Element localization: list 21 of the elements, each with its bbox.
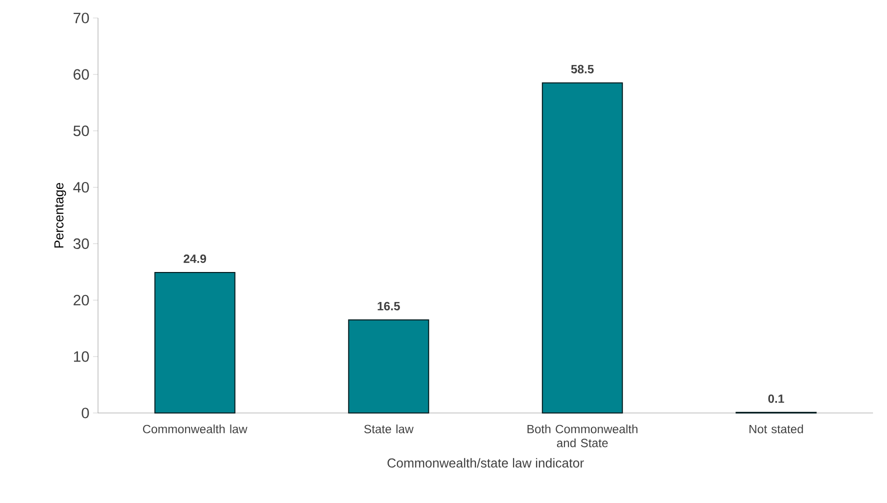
y-axis-title: Percentage [54, 182, 66, 248]
y-tick-label: 70 [74, 12, 89, 24]
y-tick-label: 10 [74, 351, 89, 362]
y-tick-label: 40 [73, 182, 89, 193]
y-tick-label: 0 [82, 408, 89, 418]
x-tick-label: Not stated [750, 424, 803, 434]
x-tick-label: State law [364, 424, 414, 434]
y-tick-label: 50 [73, 126, 89, 136]
y-tick-label: 60 [74, 69, 89, 80]
data-label: 0.1 [768, 394, 784, 403]
x-tick-label: Commonwealth law [143, 424, 248, 434]
x-axis-title: Commonwealth/state law indicator [388, 458, 584, 468]
bar [348, 319, 430, 414]
data-label: 16.5 [378, 302, 400, 310]
bar [154, 272, 236, 414]
y-tick-label: 30 [73, 238, 89, 249]
x-tick-label: Both Commonwealth and State [528, 424, 638, 448]
data-label: 24.9 [184, 254, 206, 263]
bar [542, 82, 623, 414]
data-label: 58.5 [571, 64, 594, 74]
y-tick-label: 20 [74, 294, 89, 306]
